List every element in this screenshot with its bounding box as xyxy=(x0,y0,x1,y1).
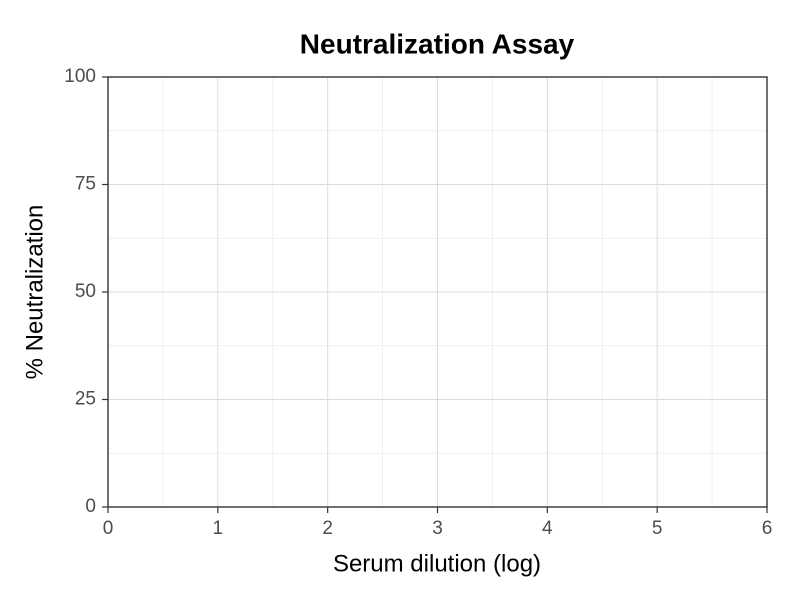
y-tick-label: 0 xyxy=(85,496,96,517)
y-tick-label: 50 xyxy=(75,281,96,302)
x-tick-label: 3 xyxy=(432,518,443,539)
x-tick-label: 2 xyxy=(322,518,333,539)
y-tick-label: 75 xyxy=(75,174,96,195)
plot-border xyxy=(107,76,768,508)
y-tick-label: 100 xyxy=(64,66,96,87)
x-tick-label: 0 xyxy=(103,518,114,539)
y-axis-title: % Neutralization xyxy=(21,205,48,380)
x-axis-title: Serum dilution (log) xyxy=(333,550,541,577)
x-tick-label: 6 xyxy=(762,518,773,539)
chart-title: Neutralization Assay xyxy=(300,28,575,59)
x-tick-label: 5 xyxy=(652,518,663,539)
y-tick-label: 25 xyxy=(75,389,96,410)
x-tick-label: 4 xyxy=(542,518,553,539)
x-tick-label: 1 xyxy=(213,518,224,539)
